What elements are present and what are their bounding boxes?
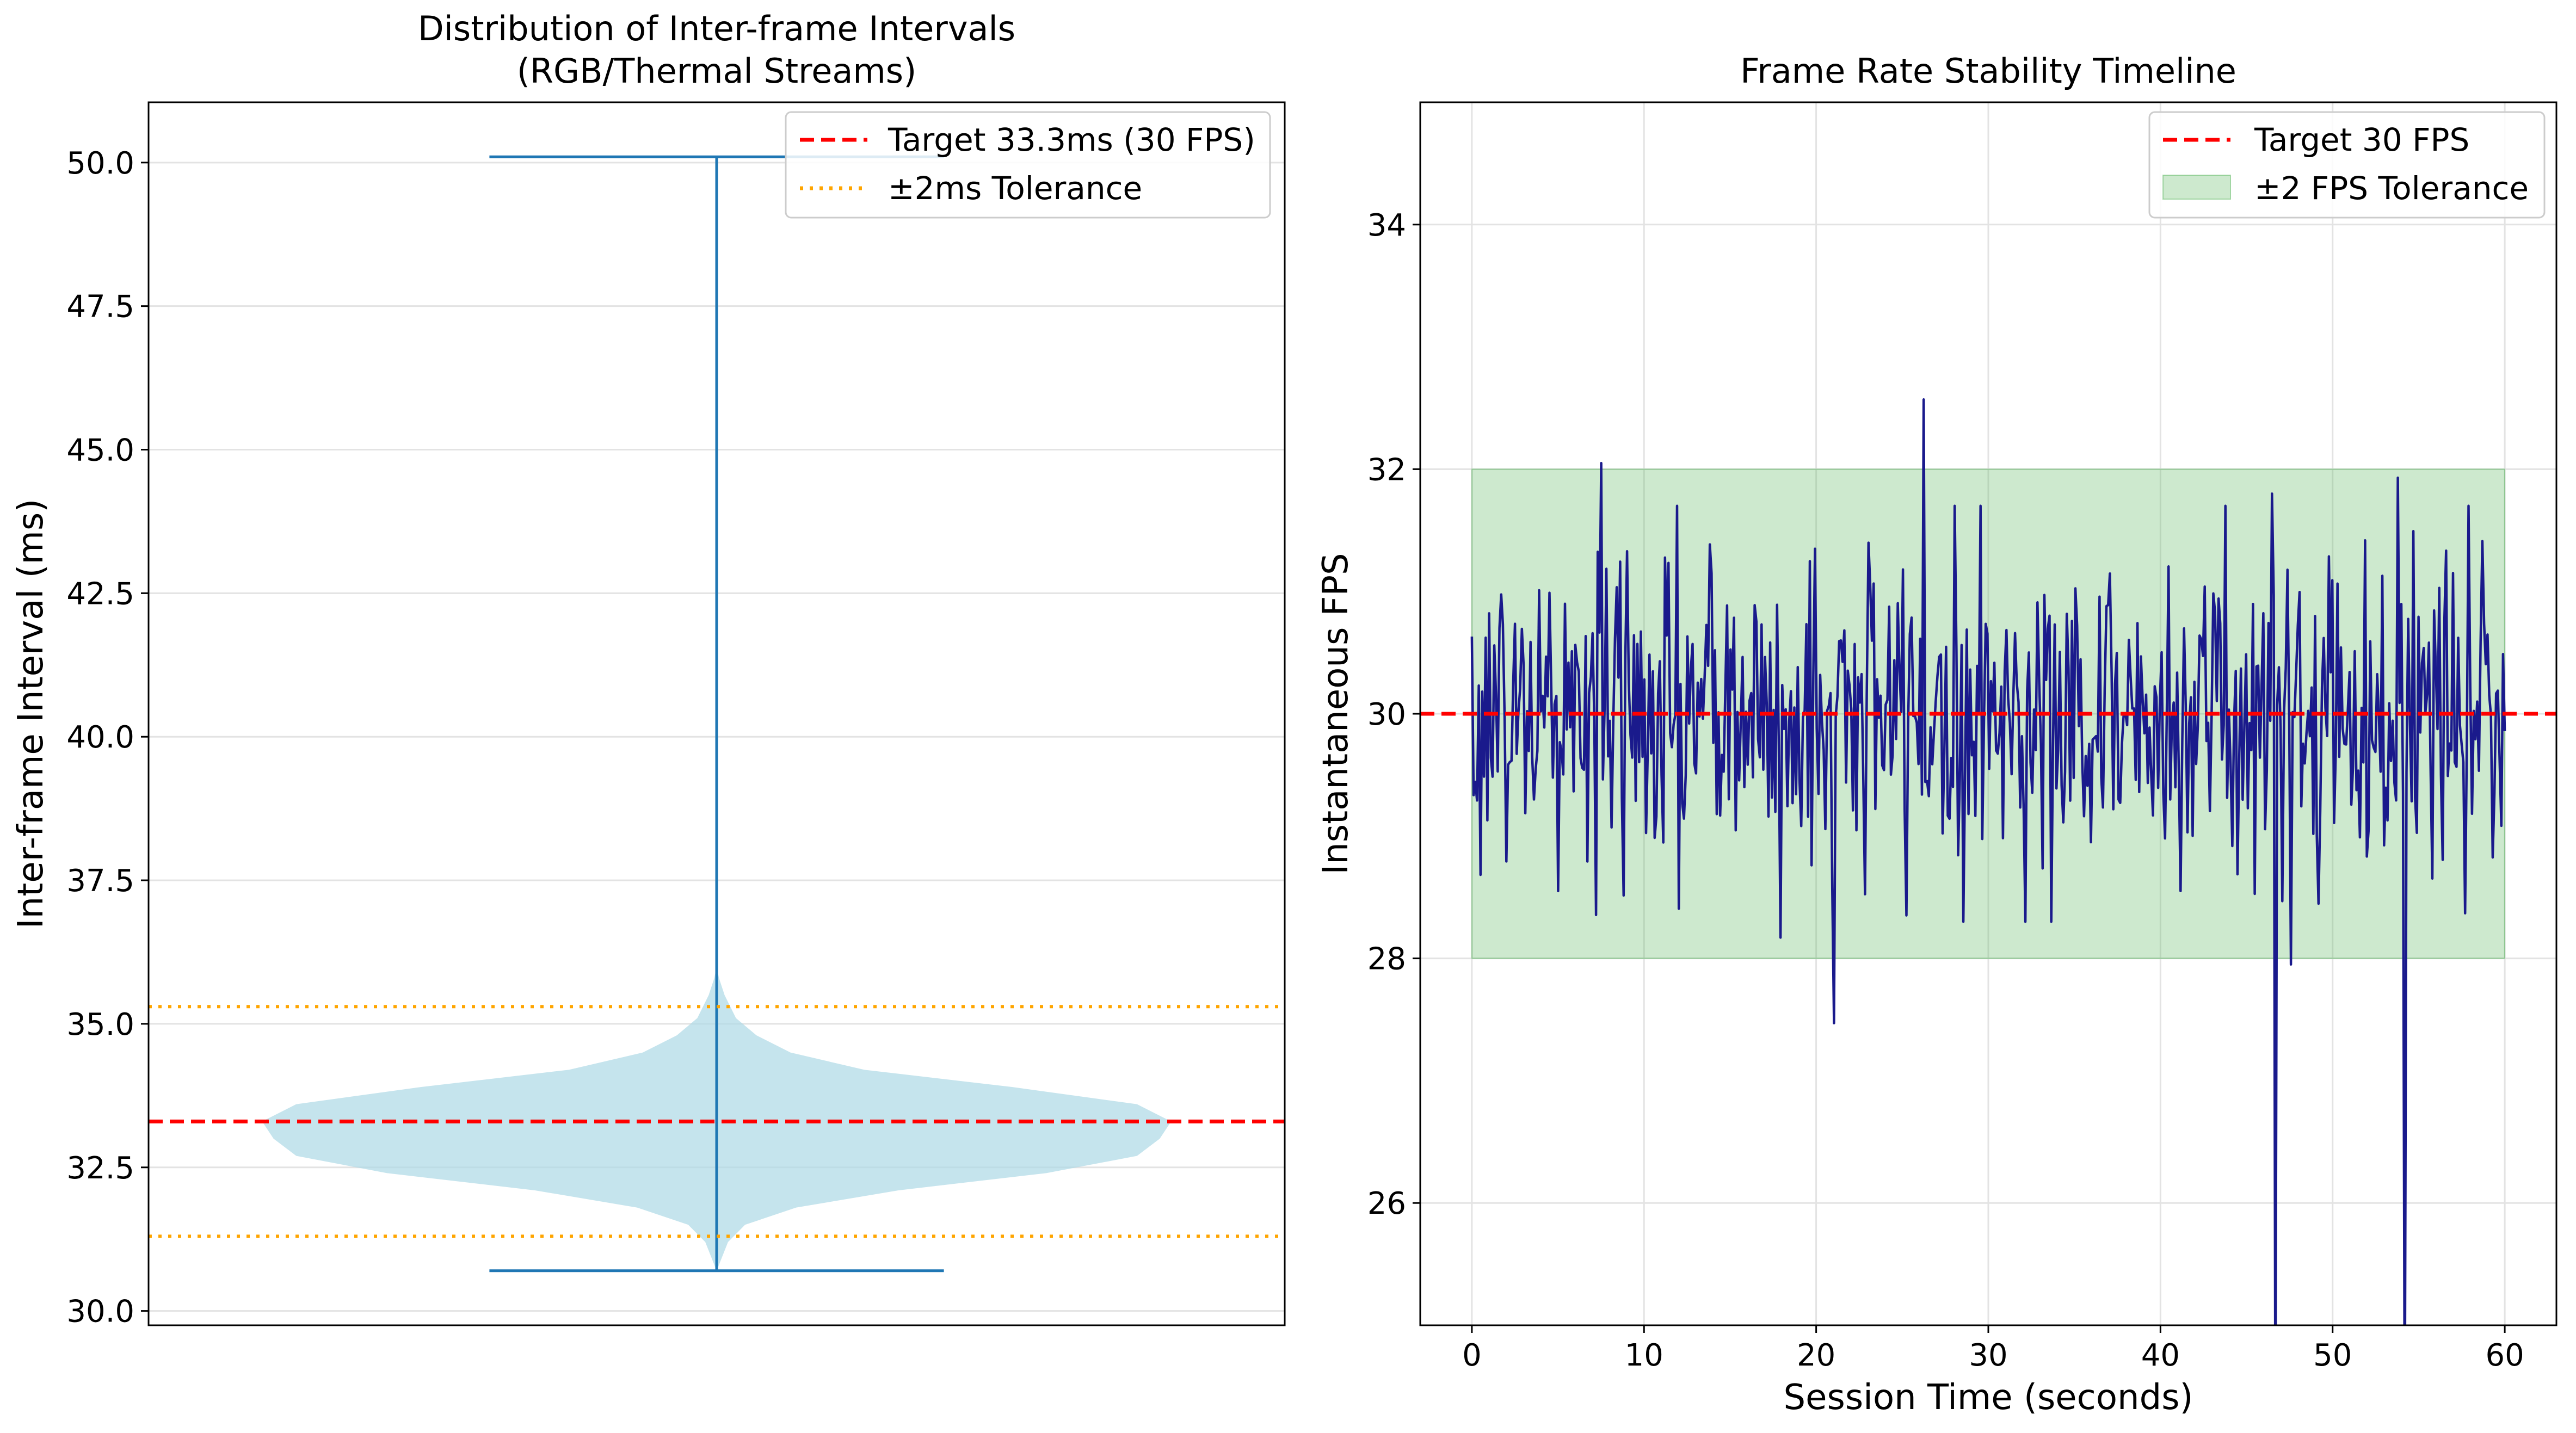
right-legend-label-target: Target 30 FPS [2254, 121, 2469, 158]
right-y-axis-label: Instantaneous FPS [1316, 553, 1356, 874]
right-title: Frame Rate Stability Timeline [1740, 51, 2236, 91]
right-y-tick-label: 28 [1367, 942, 1406, 977]
right-y-tick-label: 32 [1367, 452, 1406, 487]
left-title-line-2: (RGB/Thermal Streams) [517, 51, 917, 91]
left-y-tick-label: 37.5 [66, 863, 134, 899]
right-y-tick-label: 34 [1367, 208, 1406, 243]
right-legend: Target 30 FPS ±2 FPS Tolerance [2148, 111, 2546, 219]
right-y-tick-label: 26 [1367, 1186, 1406, 1221]
left-y-tick-label: 42.5 [66, 576, 134, 612]
right-timeline-panel: 0 10 20 30 40 50 60 26 28 30 32 34 Frame Rate Stab… [1316, 51, 2557, 1418]
right-x-tick-label: 0 [1462, 1338, 1482, 1373]
left-y-tick-label: 35.0 [66, 1007, 134, 1042]
tolerance-band-legend-icon [2162, 175, 2231, 200]
left-y-axis-label: Inter-frame Interval (ms) [11, 499, 51, 929]
right-x-ticks: 0 10 20 30 40 50 60 [1462, 1325, 2524, 1373]
right-x-tick-label: 60 [2485, 1338, 2524, 1373]
left-legend-box [785, 111, 1271, 219]
fps-series-line [1470, 398, 2506, 1325]
left-y-ticks: 30.0 32.5 35.0 37.5 40.0 42.5 45.0 47.5 50.0 [66, 146, 149, 1330]
right-y-ticks: 26 28 30 32 34 [1367, 208, 1420, 1221]
left-reference-lines [149, 1005, 1285, 1238]
right-legend-label-tolerance: ±2 FPS Tolerance [2254, 170, 2529, 207]
left-violin-panel: 30.0 32.5 35.0 37.5 40.0 42.5 45.0 47.5 50.0 Dis… [11, 9, 1286, 1330]
right-x-tick-label: 30 [1969, 1338, 2007, 1373]
right-x-tick-label: 50 [2313, 1338, 2352, 1373]
right-x-axis-label: Session Time (seconds) [1783, 1378, 2193, 1418]
right-x-tick-label: 10 [1625, 1338, 1663, 1373]
right-x-tick-label: 40 [2141, 1338, 2180, 1373]
left-axes-frame [147, 101, 1286, 1326]
right-legend-box [2148, 111, 2546, 219]
left-y-tick-label: 40.0 [66, 720, 134, 755]
left-legend-label-tolerance: ±2ms Tolerance [888, 170, 1142, 207]
left-y-tick-label: 45.0 [66, 433, 134, 468]
left-legend: Target 33.3ms (30 FPS) ±2ms Tolerance [785, 111, 1271, 219]
fps-series-group [1470, 398, 2506, 1325]
right-x-tick-label: 20 [1797, 1338, 1835, 1373]
left-y-tick-label: 32.5 [66, 1151, 134, 1186]
left-legend-label-target: Target 33.3ms (30 FPS) [888, 121, 1255, 158]
left-y-tick-label: 50.0 [66, 146, 134, 181]
right-y-tick-label: 30 [1367, 697, 1406, 732]
left-y-tick-label: 30.0 [66, 1294, 134, 1330]
left-y-tick-label: 47.5 [66, 289, 134, 325]
left-title-line-1: Distribution of Inter-frame Intervals [418, 9, 1015, 48]
violin-group [262, 155, 1172, 1273]
